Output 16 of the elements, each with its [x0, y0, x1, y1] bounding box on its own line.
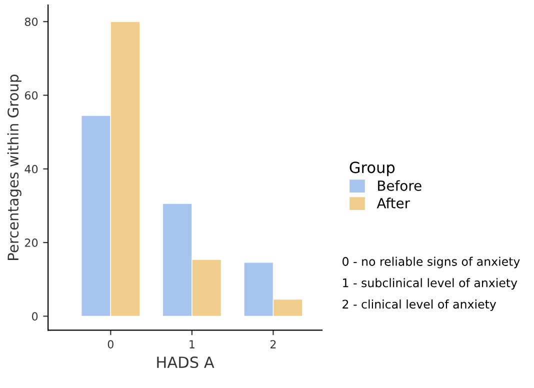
y-tick-label: 80: [24, 18, 38, 26]
x-tick-label: 0: [108, 340, 114, 349]
text: 0 - no reliable signs of anxiety: [342, 256, 520, 268]
legend-label: Before: [378, 180, 422, 191]
x-tick-label: 2: [270, 340, 276, 348]
y-tick-label: 0: [32, 312, 38, 321]
y-tick-label: 40: [24, 164, 38, 174]
legend-label: After: [376, 198, 410, 208]
x-axis-title: HADS A: [157, 356, 214, 368]
y-tick-label: 20: [25, 238, 38, 247]
legend-title: Group: [350, 162, 395, 176]
y-tick-label: 60: [24, 91, 38, 100]
y-axis-title: Percentages within Group: [7, 74, 22, 260]
text: 1 - subclinical level of anxiety: [343, 278, 518, 290]
text: 2 - clinical level of anxiety: [342, 299, 496, 311]
x-tick-label: 1: [190, 340, 194, 348]
